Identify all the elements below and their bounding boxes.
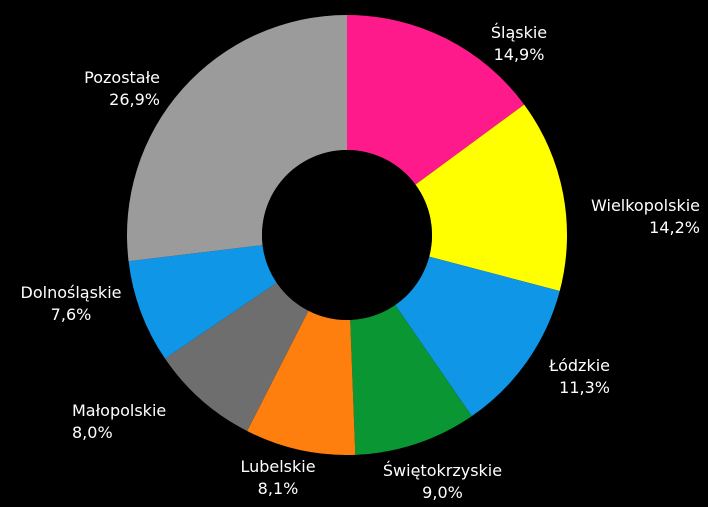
donut-slice-3	[350, 305, 472, 455]
slice-name: Łódzkie	[549, 356, 610, 375]
slice-label-swietokrzyskie: Świętokrzyskie 9,0%	[370, 460, 515, 504]
slice-name: Świętokrzyskie	[382, 461, 503, 480]
donut-slice-7	[127, 15, 347, 262]
slice-label-slaskie: Śląskie 14,9%	[474, 22, 564, 66]
slice-value: 14,9%	[493, 45, 545, 64]
slice-value: 9,0%	[422, 483, 463, 502]
donut-slice-1	[415, 104, 568, 292]
slice-value: 7,6%	[50, 305, 92, 324]
slice-name: Pozostałe	[84, 68, 160, 87]
donut-slice-6	[128, 245, 277, 359]
slice-value: 8,0%	[72, 423, 113, 442]
slice-label-pozostale: Pozostałe 26,9%	[50, 67, 160, 111]
slice-label-lodzkie: Łódzkie 11,3%	[530, 355, 610, 399]
donut-slice-0	[347, 15, 525, 185]
slice-name: Małopolskie	[72, 401, 167, 420]
slice-value: 8,1%	[257, 479, 299, 498]
donut-hole	[262, 150, 432, 320]
slice-label-malopolskie: Małopolskie 8,0%	[72, 400, 202, 444]
slice-label-dolnoslaskie: Dolnośląskie 7,6%	[6, 282, 136, 326]
slice-name: Lubelskie	[240, 457, 316, 476]
donut-slice-4	[247, 310, 356, 455]
donut-slice-2	[395, 256, 560, 417]
slice-label-lubelskie: Lubelskie 8,1%	[228, 456, 328, 500]
slice-value: 11,3%	[559, 378, 610, 397]
slice-label-wielkopolskie: Wielkopolskie 14,2%	[560, 195, 700, 239]
slice-value: 26,9%	[109, 90, 160, 109]
slice-value: 14,2%	[649, 218, 700, 237]
slice-name: Dolnośląskie	[20, 283, 122, 302]
slice-name: Wielkopolskie	[591, 196, 700, 215]
slice-name: Śląskie	[490, 23, 548, 42]
donut-slice-5	[165, 282, 309, 432]
